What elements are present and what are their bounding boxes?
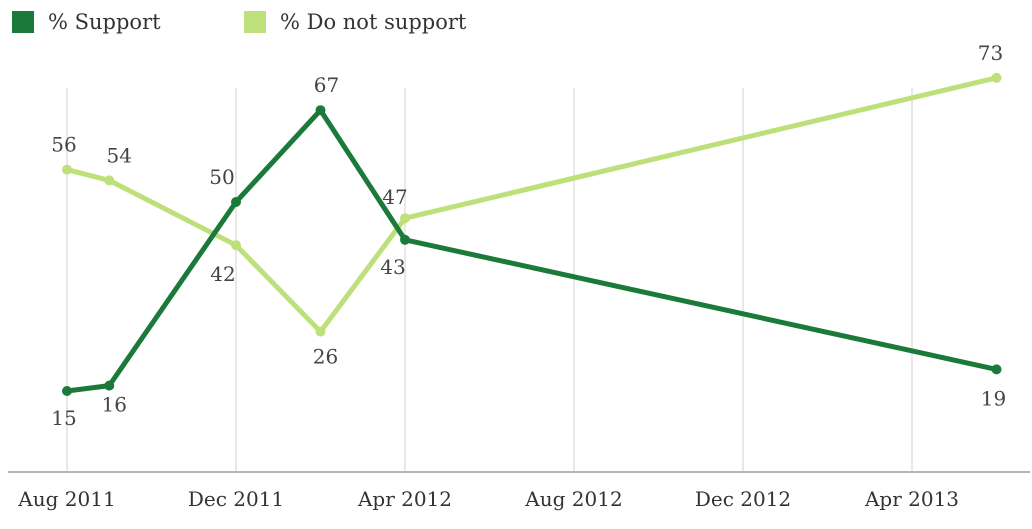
legend-not-support: % Do not support — [244, 10, 466, 34]
support-point — [400, 234, 410, 245]
not-support-point — [231, 240, 241, 251]
not-support-point — [104, 175, 115, 186]
legend-swatch-not-support — [244, 11, 266, 33]
x-tick-labels: Aug 2011 Dec 2011 Apr 2012 Aug 2012 Dec 2012… — [17, 487, 959, 511]
grid-lines — [66, 88, 913, 472]
support-data-label: 16 — [102, 393, 127, 417]
x-tick-label: Dec 2011 — [188, 487, 284, 511]
support-point — [62, 386, 72, 396]
support-line — [66, 107, 998, 394]
not-support-data-label: 47 — [382, 185, 407, 209]
not-support-data-label: 56 — [51, 133, 76, 157]
x-tick-label: Apr 2012 — [357, 487, 452, 511]
support-data-label: 50 — [209, 165, 234, 189]
series-lines — [62, 72, 1002, 396]
not-support-data-label: 42 — [210, 262, 235, 286]
not-support-line — [66, 75, 998, 335]
support-point — [315, 105, 326, 116]
x-tick-label: Dec 2012 — [695, 487, 791, 511]
not-support-data-label: 26 — [313, 345, 338, 369]
support-data-label: 15 — [51, 406, 76, 430]
data-labels: 15 16 50 67 43 19 56 54 42 26 47 73 — [51, 41, 1006, 430]
support-data-label: 19 — [981, 386, 1006, 410]
x-tick-label: Aug 2012 — [524, 487, 622, 511]
support-point — [104, 380, 115, 391]
support-point — [231, 197, 241, 207]
not-support-data-label: 73 — [978, 41, 1003, 65]
not-support-point — [62, 164, 72, 175]
x-tick-label: Aug 2011 — [17, 487, 115, 511]
legend-swatch-support — [12, 11, 34, 33]
not-support-data-label: 54 — [107, 143, 132, 167]
support-data-label: 67 — [314, 73, 339, 97]
legend-label-support: % Support — [48, 10, 161, 34]
not-support-point — [991, 72, 1002, 83]
support-data-label: 43 — [380, 255, 405, 279]
x-tick-label: Apr 2013 — [864, 487, 959, 511]
legend-support: % Support — [12, 10, 161, 34]
not-support-point — [400, 213, 410, 224]
support-point — [991, 364, 1002, 375]
legend-label-not-support: % Do not support — [280, 10, 467, 34]
not-support-point — [315, 326, 326, 337]
